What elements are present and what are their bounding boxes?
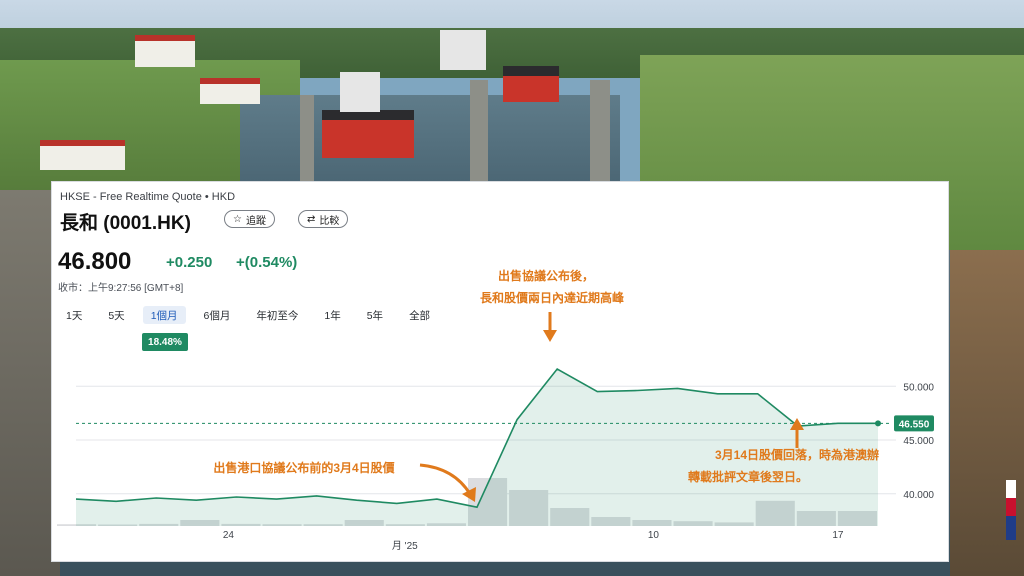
y-tick-label: 50.000 xyxy=(903,382,934,393)
volume-bar xyxy=(673,521,713,526)
ship xyxy=(322,110,414,158)
building xyxy=(40,140,125,170)
quote-card: HKSE - Free Realtime Quote • HKD 長和 (000… xyxy=(51,181,949,562)
y-tick-label: 45.000 xyxy=(903,436,934,447)
x-tick-label: 月 '25 xyxy=(392,540,418,552)
range-selector: 1天 5天 1個月 6個月 年初至今 1年 5年 全部 xyxy=(58,306,448,324)
current-price: 46.800 xyxy=(58,248,132,275)
volume-bar xyxy=(632,520,672,526)
stock-name: 長和 (0001.HK) xyxy=(60,213,191,234)
compare-label: 比較 xyxy=(319,215,340,227)
volume-bar xyxy=(755,500,795,526)
building xyxy=(135,35,195,67)
volume-bar xyxy=(550,508,590,526)
compare-button[interactable]: ⇄ 比較 xyxy=(298,210,349,228)
follow-label: 追蹤 xyxy=(245,215,266,227)
volume-bar xyxy=(303,524,343,526)
lock-wall xyxy=(590,80,610,185)
annotation-before-text: 出售港口協議公布前的3月4日股價 xyxy=(213,460,395,475)
volume-bar xyxy=(591,517,631,526)
annotation-peak-line-1: 出售協議公布後， xyxy=(498,268,594,283)
star-icon: ☆ xyxy=(233,213,242,225)
volume-bar xyxy=(837,511,877,526)
annotation-before-arrowhead xyxy=(462,487,476,502)
volume-bar xyxy=(509,490,549,526)
reference-label: 46.550 xyxy=(899,419,930,430)
range-1d[interactable]: 1天 xyxy=(66,310,83,322)
ship xyxy=(503,66,559,102)
ship-superstructure xyxy=(340,72,380,112)
compare-icon: ⇄ xyxy=(307,213,316,225)
volume-bar xyxy=(221,523,261,526)
volume-bar xyxy=(98,524,138,526)
volume-bar xyxy=(385,524,425,526)
range-1y[interactable]: 1年 xyxy=(324,310,341,322)
annotation-peak-arrowhead xyxy=(543,330,557,342)
volume-bar xyxy=(57,524,97,526)
x-tick-label: 10 xyxy=(648,530,660,541)
annotation-fall-line-1: 3月14日股價回落，時為港澳辦 xyxy=(715,447,879,462)
annotation-fall-line-2: 轉載批評文章後翌日。 xyxy=(688,469,808,484)
follow-button[interactable]: ☆ 追蹤 xyxy=(224,210,275,228)
quote-source: HKSE - Free Realtime Quote • HKD xyxy=(60,191,236,203)
range-5y[interactable]: 5年 xyxy=(366,310,384,322)
volume-bar xyxy=(139,523,179,526)
close-time: 收市：上午9:27:56 [GMT+8] xyxy=(58,283,184,294)
range-1m[interactable]: 1個月 xyxy=(142,306,186,324)
reference-label-box xyxy=(894,415,934,432)
flag xyxy=(1006,480,1016,540)
lock-wall xyxy=(300,95,314,185)
annotation-fall-arrowhead xyxy=(790,418,804,430)
annotation-before-arrow-shaft xyxy=(419,463,472,495)
price-change: +0.250 xyxy=(166,254,213,271)
reference-price-line: 46.550 xyxy=(76,415,934,432)
volume-bars xyxy=(57,478,877,526)
x-tick-label: 17 xyxy=(832,530,844,541)
volume-bar xyxy=(426,523,466,526)
canal-lock xyxy=(240,95,620,185)
price-area-fill xyxy=(76,369,878,526)
range-ytd[interactable]: 年初至今 xyxy=(256,310,299,322)
range-6m[interactable]: 6個月 xyxy=(203,310,231,322)
building xyxy=(200,78,260,104)
quay xyxy=(0,190,60,576)
x-tick-label: 24 xyxy=(223,530,235,541)
last-price-dot xyxy=(875,420,881,427)
price-change-percent: +(0.54%) xyxy=(236,254,298,271)
volume-bar xyxy=(262,524,302,526)
volume-bar xyxy=(344,520,384,526)
y-tick-label: 40.000 xyxy=(903,490,934,501)
x-axis: 24 月 '25 10 17 xyxy=(223,530,844,552)
range-all[interactable]: 全部 xyxy=(409,310,431,322)
volume-bar xyxy=(180,520,220,526)
price-line xyxy=(75,367,878,509)
price-chart: 46.550 50.000 45.000 40.000 24 月 '25 10 17 出售… xyxy=(57,268,934,552)
lock-wall xyxy=(470,80,488,185)
range-5d[interactable]: 5天 xyxy=(108,310,125,322)
y-axis: 50.000 45.000 40.000 xyxy=(903,382,934,501)
ship-superstructure xyxy=(440,30,486,70)
volume-bar xyxy=(796,511,836,526)
period-change-badge: 18.48% xyxy=(142,333,188,351)
volume-bar xyxy=(714,522,754,526)
price-area xyxy=(75,367,881,526)
annotation-peak-line-2: 長和股價兩日內達近期高峰 xyxy=(480,290,625,305)
